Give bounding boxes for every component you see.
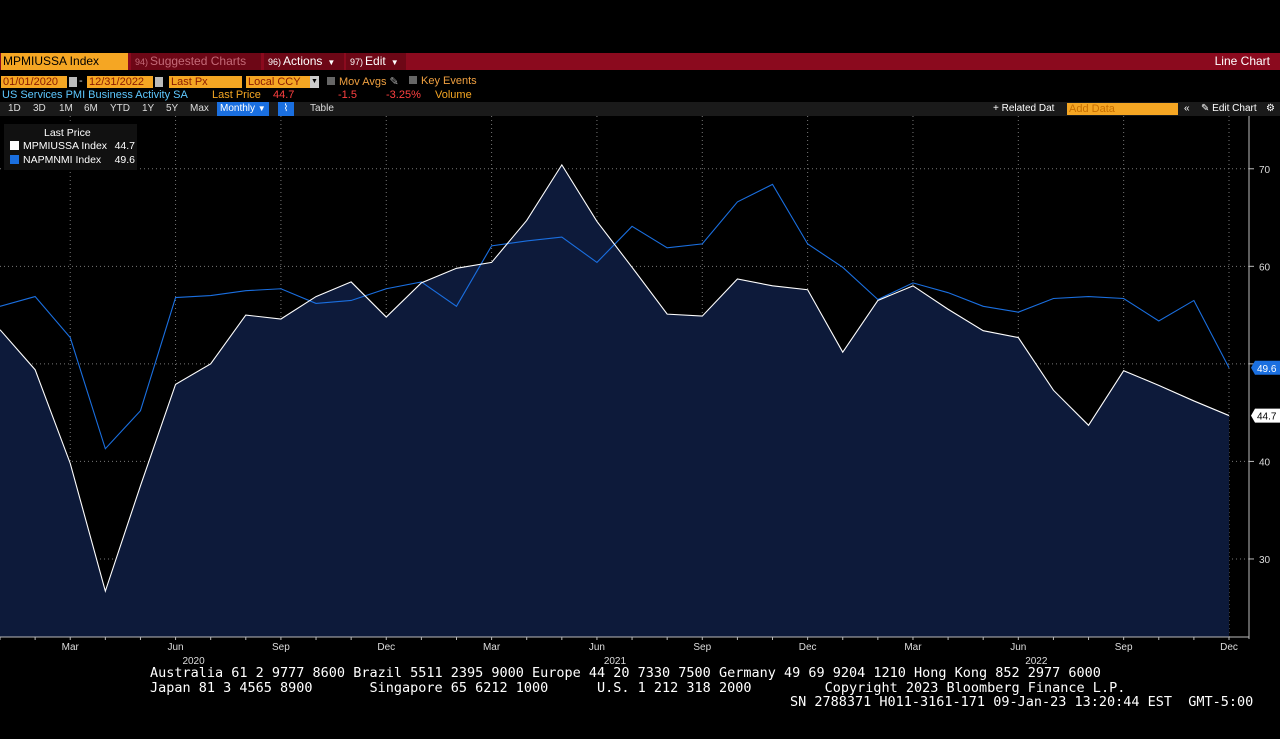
last-value-label: 49.6 (1257, 364, 1277, 375)
menu-number: 94) (135, 57, 149, 67)
line-chart: 30 40 60 70 Mar Jun Sep Dec Mar Jun Sep Dec Mar Jun S… (0, 116, 1280, 667)
edit-chart-label: Edit Chart (1212, 103, 1257, 114)
top-toolbar: MPMIUSSA Index 94) Suggested Charts 96) Ac… (0, 53, 1280, 70)
last-value-label: 44.7 (1257, 412, 1277, 423)
period-max[interactable]: Max (190, 103, 209, 114)
period-1y[interactable]: 1Y (142, 103, 155, 114)
suggested-charts-button[interactable]: 94) Suggested Charts (131, 53, 261, 70)
checkbox-icon (327, 77, 335, 85)
x-tick-label: Mar (483, 642, 501, 653)
chart-type-label: Line Chart (1214, 54, 1270, 68)
pencil-icon: ✎ (389, 76, 399, 88)
start-date-field[interactable]: 01/01/2020 (1, 76, 67, 88)
last-price-label: Last Price (212, 89, 261, 101)
period-6m[interactable]: 6M (84, 103, 98, 114)
x-tick-label: Sep (272, 642, 290, 653)
ticker-text: MPMIUSSA Index (3, 54, 100, 68)
x-axis: Mar Jun Sep Dec Mar Jun Sep Dec Mar Jun Sep Dec 2020… (0, 636, 1249, 667)
period-1d[interactable]: 1D (8, 103, 21, 114)
calendar-icon[interactable] (155, 77, 163, 87)
legend-item: MPMIUSSA Index 44.7 (10, 140, 135, 152)
menu-number: 97) (350, 57, 364, 67)
edit-menu[interactable]: 97) Edit ▼ (346, 53, 406, 70)
chevron-down-icon[interactable]: ▼ (310, 76, 319, 88)
line-chart-icon[interactable]: ⌇ (278, 102, 294, 116)
period-ytd[interactable]: YTD (110, 103, 130, 114)
end-date-field[interactable]: 12/31/2022 (87, 76, 153, 88)
pencil-icon: ✎ (1201, 103, 1210, 114)
chevron-down-icon: ▼ (257, 104, 266, 113)
footer-contacts-copyright: Japan 81 3 4565 8900 Singapore 65 6212 1… (150, 680, 1126, 696)
legend-title: Last Price (44, 127, 91, 139)
collapse-icon[interactable]: « (1184, 103, 1190, 114)
key-events-toggle[interactable]: Key Events (409, 75, 477, 87)
key-events-label: Key Events (421, 75, 477, 87)
edit-label: Edit (365, 54, 386, 68)
related-data-button[interactable]: + Related Dat (993, 103, 1055, 114)
legend-series-name: NAPMNMI Index (23, 154, 102, 166)
x-tick-label: Dec (1220, 642, 1238, 653)
x-tick-label: Mar (62, 642, 80, 653)
x-tick-label: Dec (377, 642, 395, 653)
mov-avgs-toggle[interactable]: Mov Avgs ✎ (327, 75, 399, 88)
frequency-label: Monthly (220, 103, 256, 114)
ticker-field[interactable]: MPMIUSSA Index (1, 53, 128, 70)
series-line (0, 163, 1230, 594)
y-tick-label: 40 (1259, 457, 1271, 468)
last-value-tag (1251, 360, 1280, 375)
y-tick-label: 60 (1259, 262, 1271, 273)
x-tick-label: Jun (1010, 642, 1026, 653)
checkbox-icon (409, 76, 417, 84)
currency-selector[interactable]: Local CCY (246, 76, 310, 88)
actions-menu[interactable]: 96) Actions ▼ (264, 53, 344, 70)
mov-avgs-label: Mov Avgs (339, 76, 387, 88)
legend-item: NAPMNMI Index 49.6 (10, 154, 135, 166)
change-percent: -3.25% (386, 89, 421, 101)
x-year-label: 2022 (1025, 656, 1048, 667)
y-axis: 30 40 60 70 (1248, 116, 1271, 639)
y-tick-label: 70 (1259, 165, 1271, 176)
series-area (0, 164, 1229, 637)
last-price-value: 44.7 (273, 89, 295, 101)
x-year-label: 2020 (182, 656, 205, 667)
add-data-input[interactable]: Add Data (1067, 103, 1178, 115)
x-tick-label: Jun (168, 642, 184, 653)
date-separator: - (79, 75, 83, 87)
x-tick-label: Dec (799, 642, 817, 653)
period-bar (0, 102, 1280, 116)
field-selector[interactable]: Last Px (169, 76, 242, 88)
y-tick-label: 30 (1259, 555, 1271, 566)
x-tick-label: Sep (1115, 642, 1133, 653)
chevron-down-icon: ▼ (327, 58, 336, 67)
period-1m[interactable]: 1M (59, 103, 73, 114)
legend-swatch (10, 141, 19, 150)
x-tick-label: Mar (904, 642, 922, 653)
period-3d[interactable]: 3D (33, 103, 46, 114)
chart-legend: Last Price MPMIUSSA Index 44.7 NAPMNMI I… (4, 124, 137, 170)
legend-series-value: 44.7 (114, 140, 135, 152)
x-tick-label: Jun (589, 642, 605, 653)
series-description: US Services PMI Business Activity SA (2, 89, 188, 101)
table-button[interactable]: Table (310, 103, 334, 114)
legend-series-name: MPMIUSSA Index (23, 140, 108, 152)
gear-icon[interactable]: ⚙ (1266, 103, 1275, 114)
legend-swatch (10, 155, 19, 164)
change-value: -1.5 (338, 89, 357, 101)
chevron-down-icon: ▼ (390, 58, 399, 67)
last-value-tag (1251, 408, 1280, 423)
actions-label: Actions (283, 54, 323, 68)
calendar-icon[interactable] (69, 77, 77, 87)
footer-contacts: Australia 61 2 9777 8600 Brazil 5511 239… (150, 665, 1101, 681)
volume-label: Volume (435, 89, 472, 101)
edit-chart-button[interactable]: ✎ Edit Chart (1201, 102, 1257, 116)
x-year-label: 2021 (604, 656, 627, 667)
x-tick-label: Sep (693, 642, 711, 653)
suggested-charts-label: Suggested Charts (150, 54, 247, 68)
frequency-selector[interactable]: Monthly ▼ (217, 102, 269, 116)
legend-series-value: 49.6 (114, 154, 135, 166)
period-5y[interactable]: 5Y (166, 103, 179, 114)
menu-number: 96) (268, 57, 282, 67)
footer-session: SN 2788371 H011-3161-171 09-Jan-23 13:20… (790, 694, 1254, 710)
